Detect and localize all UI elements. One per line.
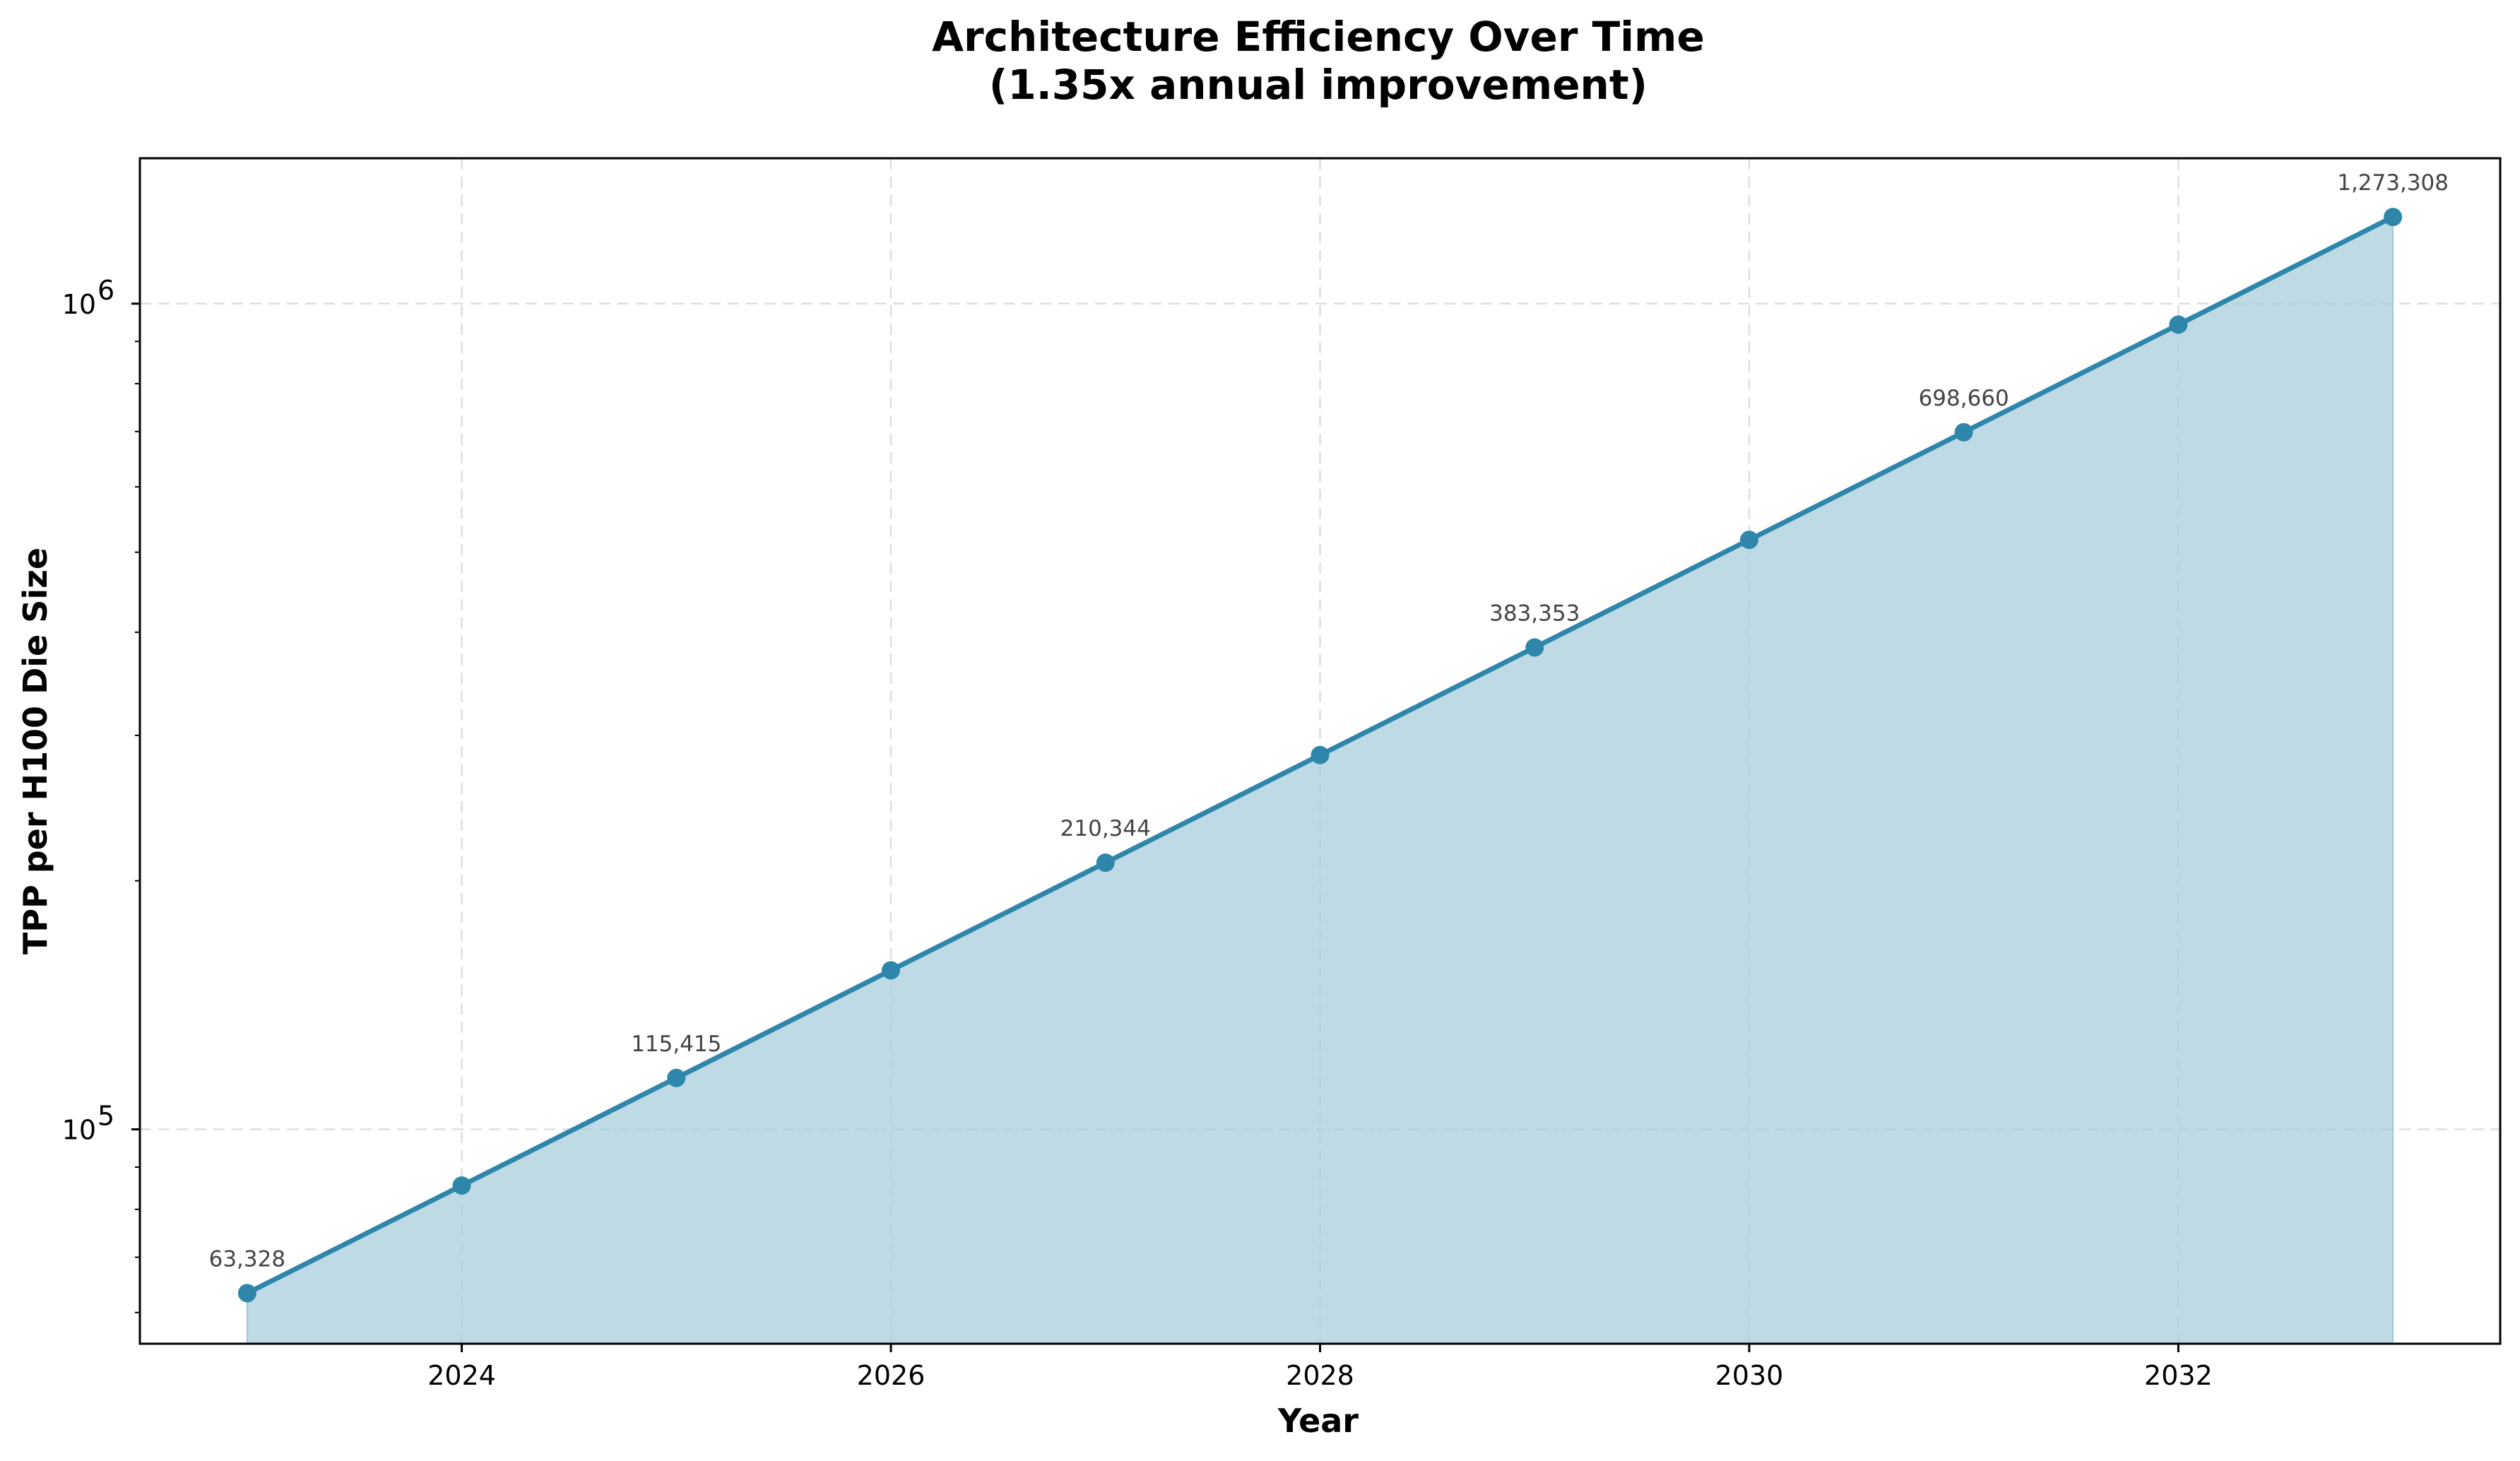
data-point (1740, 531, 1758, 549)
data-label: 115,415 (631, 1031, 721, 1057)
data-label: 210,344 (1060, 816, 1151, 841)
chart-title: Architecture Efficiency Over Time (932, 13, 1705, 61)
x-tick-label: 2026 (857, 1360, 925, 1391)
x-axis-ticks: 2024 2026 2028 2030 2032 (427, 1344, 2213, 1391)
data-point (1311, 746, 1330, 764)
data-point (453, 1176, 471, 1195)
data-point (1096, 853, 1115, 872)
data-label: 383,353 (1489, 601, 1580, 626)
chart-subtitle: (1.35x annual improvement) (989, 61, 1648, 109)
y-tick-label: 10 (62, 1115, 96, 1146)
x-tick-label: 2032 (2144, 1360, 2213, 1391)
data-point (667, 1069, 685, 1087)
y-axis-label: TPP per H100 Die Size (16, 548, 54, 954)
data-point (882, 961, 900, 979)
data-label: 1,273,308 (2337, 170, 2449, 196)
data-point (238, 1284, 256, 1302)
x-tick-label: 2030 (1715, 1360, 1784, 1391)
data-point (2384, 208, 2402, 226)
data-point (1955, 423, 1973, 442)
x-tick-label: 2024 (427, 1360, 496, 1391)
x-tick-label: 2028 (1286, 1360, 1354, 1391)
y-tick-label: 10 (62, 289, 96, 320)
data-label: 698,660 (1919, 386, 2009, 411)
y-tick-base: 10 (62, 289, 96, 320)
y-tick-base: 10 (62, 1115, 96, 1146)
data-label: 63,328 (209, 1246, 285, 1272)
y-tick-exponent: 6 (97, 275, 114, 306)
data-point (2169, 315, 2187, 333)
x-axis-label: Year (1277, 1402, 1359, 1440)
y-tick-exponent: 5 (97, 1101, 114, 1132)
data-point (1525, 638, 1544, 656)
